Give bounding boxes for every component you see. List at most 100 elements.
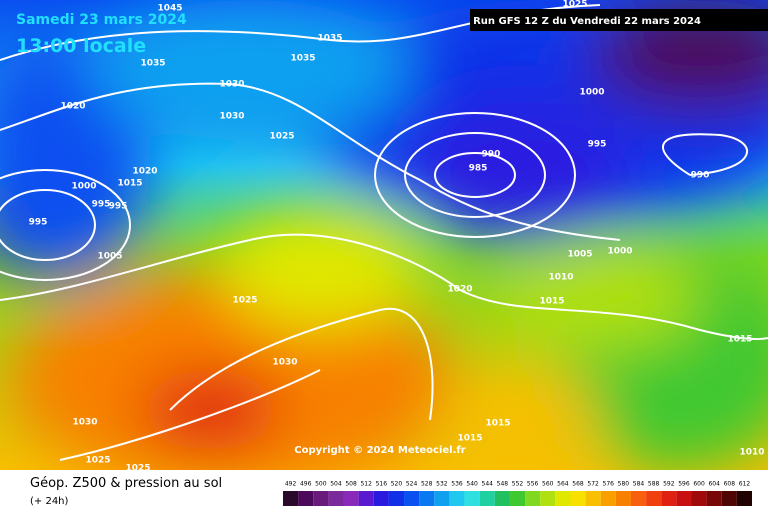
isobars xyxy=(0,4,768,461)
field xyxy=(0,0,768,490)
colorbar-label: 608 xyxy=(724,481,736,488)
isobar-label: 1030 xyxy=(272,358,297,368)
isobar-label: 1035 xyxy=(290,54,315,64)
colorbar-swatch xyxy=(388,491,405,506)
isobar-label: 1005 xyxy=(567,250,592,260)
isobar-label: 1025 xyxy=(232,296,257,306)
colorbar-label: 576 xyxy=(603,481,615,488)
isobar-label: 1025 xyxy=(125,464,150,474)
colorbar-label: 516 xyxy=(376,481,388,488)
isobar-label: 1000 xyxy=(579,88,604,98)
isobar-label: 1010 xyxy=(739,448,764,458)
colorbar-label: 592 xyxy=(663,481,675,488)
isobar-label: 1000 xyxy=(607,247,632,257)
colorbar-swatch xyxy=(570,491,586,506)
isobar-label: 1025 xyxy=(269,132,294,142)
colorbar-swatch xyxy=(358,491,374,506)
colorbar-label: 560 xyxy=(542,481,554,488)
isobar-label: 1020 xyxy=(132,167,157,177)
run-label: Run GFS 12 Z du Vendredi 22 mars 2024 xyxy=(473,16,701,27)
colorbar-label: 552 xyxy=(512,481,524,488)
colorbar-swatch xyxy=(464,491,480,506)
colorbar-swatch xyxy=(343,491,359,506)
colorbar-label: 536 xyxy=(451,481,463,488)
colorbar-swatch xyxy=(509,491,526,506)
colorbar-swatch xyxy=(373,491,389,506)
isobar-label: 1015 xyxy=(457,434,482,444)
colorbar-swatch xyxy=(479,491,495,506)
colorbar-swatch xyxy=(449,491,465,506)
colorbar-label: 532 xyxy=(436,481,448,488)
colorbar-label: 572 xyxy=(587,481,599,488)
colorbar-swatch xyxy=(706,491,722,506)
colorbar-swatch xyxy=(691,491,707,506)
colorbar-swatch xyxy=(661,491,677,506)
colorbar-swatch xyxy=(525,491,541,506)
isobar-label: 1015 xyxy=(539,297,564,307)
colorbar-label: 596 xyxy=(678,481,690,488)
colorbar-swatch xyxy=(404,491,420,506)
isobar-label: 1030 xyxy=(219,112,244,122)
isobar-label: 1035 xyxy=(140,59,165,69)
colorbar-swatch xyxy=(646,491,662,506)
colorbar-label: 540 xyxy=(466,481,478,488)
colorbar: 492 496 500 504 508 512 516 520 524 528 532 536 540 5… xyxy=(283,481,752,506)
colorbar-swatch xyxy=(313,491,329,506)
colorbar-label: 584 xyxy=(633,481,645,488)
colorbar-label: 544 xyxy=(482,481,494,488)
colorbar-label: 520 xyxy=(391,481,403,488)
isobar-label: 1000 xyxy=(71,182,96,192)
colorbar-swatch xyxy=(555,491,571,506)
colorbar-label: 580 xyxy=(618,481,630,488)
isobar-label: 1030 xyxy=(219,80,244,90)
isobar-label: 995 xyxy=(109,202,128,212)
colorbar-swatch xyxy=(419,491,435,506)
colorbar-swatch xyxy=(676,491,692,506)
isobar-label: 1025 xyxy=(85,456,110,466)
footer-title: Géop. Z500 & pression au sol xyxy=(30,476,222,491)
colorbar-swatch xyxy=(585,491,601,506)
colorbar-label: 496 xyxy=(300,481,312,488)
colorbar-swatch xyxy=(721,491,737,506)
isobar-label: 1015 xyxy=(485,419,510,429)
colorbar-swatch xyxy=(600,491,616,506)
isobar-label: 1025 xyxy=(562,0,587,10)
colorbar-label: 600 xyxy=(693,481,705,488)
time-label: 13:00 locale xyxy=(16,35,146,57)
isobar-label: 1020 xyxy=(60,102,85,112)
colorbar-label: 568 xyxy=(572,481,584,488)
footer-lead: (+ 24h) xyxy=(30,496,69,507)
colorbar-label: 504 xyxy=(330,481,342,488)
isobar-label: 1045 xyxy=(157,4,182,14)
isobar-label: 1030 xyxy=(72,418,97,428)
isobar-label: 1020 xyxy=(447,285,472,295)
isobar-label: 995 xyxy=(588,140,607,150)
isobar-label: 995 xyxy=(92,200,111,210)
colorbar-label: 548 xyxy=(497,481,509,488)
isobar-label: 1035 xyxy=(317,34,342,44)
isobar-label: 1015 xyxy=(117,179,142,189)
colorbar-label: 588 xyxy=(648,481,660,488)
colorbar-label: 604 xyxy=(708,481,720,488)
colorbar-label: 556 xyxy=(527,481,539,488)
colorbar-label: 500 xyxy=(315,481,327,488)
colorbar-swatch xyxy=(283,491,299,506)
colorbar-swatch xyxy=(494,491,510,506)
colorbar-swatch xyxy=(540,491,556,506)
colorbar-swatch xyxy=(298,491,314,506)
date-label: Samedi 23 mars 2024 xyxy=(16,12,187,28)
isobar-label: 1010 xyxy=(548,273,573,283)
colorbar-label: 508 xyxy=(345,481,357,488)
colorbar-label: 492 xyxy=(285,481,297,488)
colorbar-swatch xyxy=(328,491,344,506)
colorbar-swatch xyxy=(434,491,450,506)
run-box xyxy=(470,9,768,31)
colorbar-label: 512 xyxy=(360,481,372,488)
colorbar-swatch xyxy=(630,491,647,506)
colorbar-label: 528 xyxy=(421,481,433,488)
copyright: Copyright © 2024 Meteociel.fr xyxy=(294,445,465,456)
isobar-label: 995 xyxy=(29,218,48,228)
isobar-label: 990 xyxy=(482,150,501,160)
colorbar-label: 524 xyxy=(406,481,418,488)
